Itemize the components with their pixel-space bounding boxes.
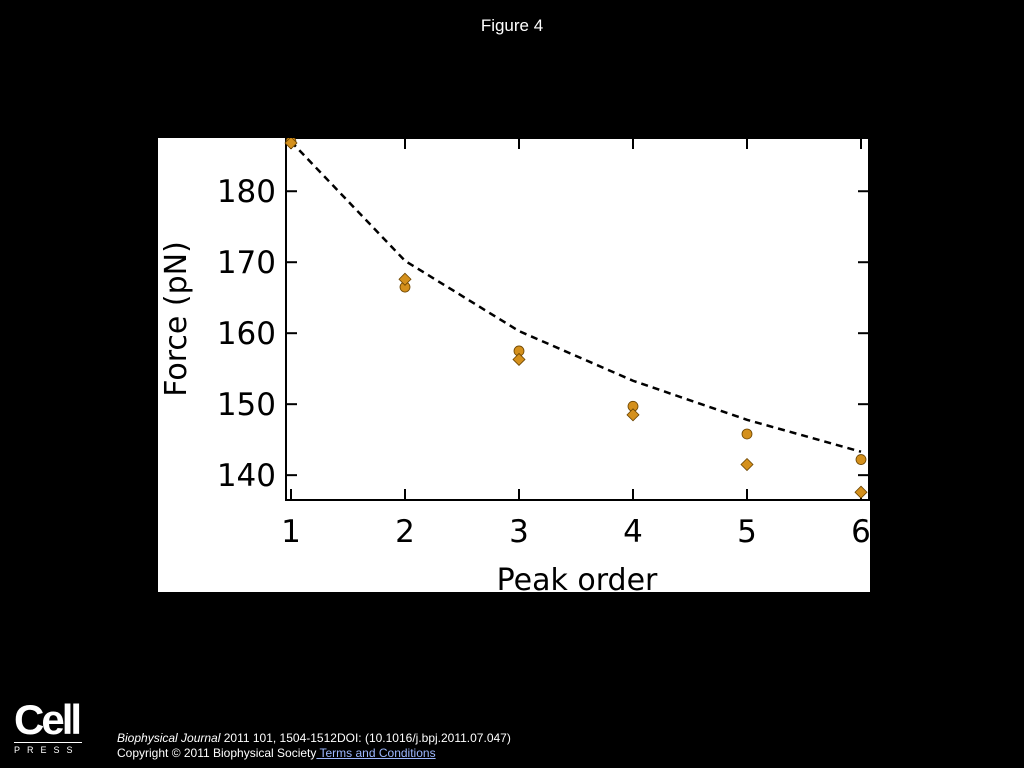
x-tick-label-4: 5 [737,514,757,550]
figure-title: Figure 4 [480,16,544,35]
scatter-chart: 1 2 3 4 5 6 140 150 160 170 180 Peak order Force (… [159,138,870,592]
y-tick-label-3: 170 [217,245,276,281]
figure-panel: 1 2 3 4 5 6 140 150 160 170 180 Peak order Force (… [158,138,870,592]
diamond-point-0 [284,138,298,150]
citation-line: Biophysical Journal 2011 101, 1504-1512D… [117,731,511,746]
x-axis-label: Peak order [497,563,658,592]
y-axis-label: Force (pN) [159,241,194,397]
diamond-point-2 [512,352,526,367]
copyright-text: Copyright © 2011 Biophysical Society [117,746,317,760]
x-tick-label-1: 2 [395,514,415,550]
logo-press-text: PRESS [14,742,82,755]
cell-press-logo: Cell PRESS [14,696,86,755]
terms-and-conditions-link[interactable]: Terms and Conditions [316,746,436,760]
diamond-point-4 [740,457,754,472]
circle-point-4 [741,428,753,440]
citation-details: 2011 101, 1504-1512DOI: (10.1016/j.bpj.2… [220,731,511,745]
y-tick-label-1: 150 [217,387,276,423]
tick-labels: 1 2 3 4 5 6 140 150 160 170 180 [217,174,870,550]
x-tick-label-3: 4 [623,514,643,550]
journal-name: Biophysical Journal [117,731,221,745]
diamond-point-3 [626,408,640,422]
x-tick-label-5: 6 [851,514,870,550]
diamond-point-1 [398,272,412,286]
y-tick-label-4: 180 [217,174,276,210]
x-tick-label-2: 3 [509,514,529,550]
fit-dashed-line [290,140,862,453]
axis-ticks [286,138,869,500]
data-series [284,138,868,499]
x-tick-label-0: 1 [281,514,301,550]
plot-frame [285,138,870,501]
citation-block: Biophysical Journal 2011 101, 1504-1512D… [117,731,511,761]
y-tick-label-0: 140 [217,458,276,494]
circle-point-5 [855,454,867,465]
logo-word: Cell [14,696,82,743]
y-tick-label-2: 160 [217,316,276,352]
diamond-point-5 [854,485,868,499]
copyright-line: Copyright © 2011 Biophysical Society Ter… [117,746,511,761]
